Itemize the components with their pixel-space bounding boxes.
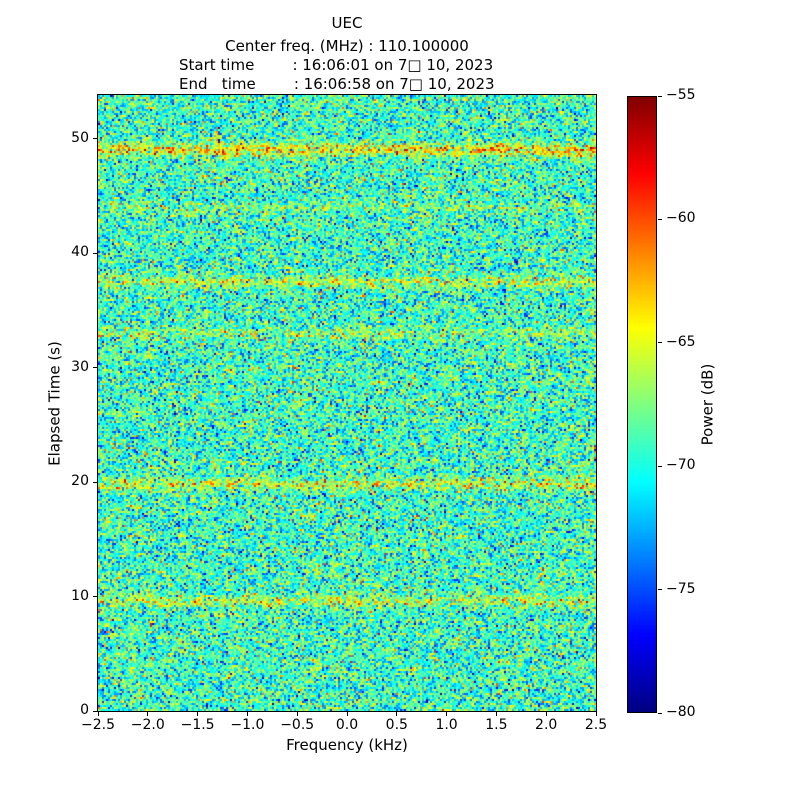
- y-tick-label: 20: [71, 473, 89, 489]
- start-time-line: Start time : 16:06:01 on 7□ 10, 2023: [179, 56, 494, 74]
- x-tick-mark: [246, 712, 248, 716]
- plot-title: UEC: [331, 14, 363, 32]
- y-tick-label: 30: [71, 358, 89, 375]
- y-tick-mark: [93, 138, 97, 139]
- colorbar-tick-label: −80: [666, 704, 696, 720]
- x-tick-mark: [197, 712, 199, 716]
- colorbar-tick-mark: [658, 712, 662, 714]
- y-tick-mark: [93, 252, 97, 254]
- spectrogram-heatmap: [98, 95, 596, 711]
- colorbar-tick-label: −55: [666, 87, 696, 103]
- x-tick-label: 0.5: [385, 717, 408, 733]
- colorbar-tick-label: −65: [666, 333, 696, 350]
- x-tick-label: 0.0: [335, 717, 359, 733]
- x-tick-label: −2.5: [81, 717, 115, 733]
- x-tick-mark: [595, 712, 597, 716]
- x-tick-label: −1.5: [180, 717, 215, 733]
- y-tick-mark: [93, 710, 97, 712]
- x-tick-label: −1.0: [230, 717, 265, 733]
- colorbar-tick-mark: [658, 589, 662, 591]
- x-tick-label: 1.0: [435, 717, 458, 733]
- y-tick-label: 50: [71, 129, 89, 146]
- x-tick-mark: [495, 712, 497, 716]
- x-tick-mark: [545, 712, 547, 716]
- y-tick-label: 0: [80, 702, 89, 718]
- colorbar-tick-label: −75: [666, 580, 696, 597]
- x-axis-label: Frequency (kHz): [286, 736, 408, 754]
- x-tick-label: 1.5: [485, 717, 508, 733]
- center-frequency-line: Center freq. (MHz) : 110.100000: [225, 37, 469, 55]
- x-tick-label: −0.5: [280, 717, 315, 733]
- y-tick-label: 40: [71, 244, 89, 260]
- x-tick-label: 2.5: [584, 717, 608, 733]
- plot-area: [98, 95, 596, 711]
- y-tick-mark: [93, 367, 97, 368]
- x-tick-mark: [147, 712, 149, 716]
- y-tick-mark: [93, 481, 97, 483]
- colorbar-tick-mark: [658, 342, 662, 344]
- y-axis-label: Elapsed Time (s): [45, 341, 64, 466]
- y-tick-mark: [93, 596, 97, 597]
- colorbar-tick-label: −60: [666, 210, 696, 227]
- y-tick-label: 10: [71, 587, 89, 604]
- x-tick-mark: [296, 712, 298, 716]
- x-tick-mark: [446, 712, 448, 716]
- colorbar-tick-label: −70: [666, 457, 696, 474]
- x-tick-label: −2.0: [130, 717, 165, 733]
- colorbar-tick-mark: [658, 218, 662, 220]
- colorbar-label: Power (dB): [698, 363, 717, 446]
- colorbar: [627, 96, 657, 713]
- x-tick-label: 2.0: [535, 717, 558, 733]
- colorbar-tick-mark: [658, 465, 662, 467]
- x-tick-mark: [346, 712, 348, 716]
- x-tick-mark: [396, 712, 398, 716]
- x-tick-mark: [97, 712, 99, 716]
- end-time-line: End time : 16:06:58 on 7□ 10, 2023: [179, 75, 495, 93]
- colorbar-tick-mark: [658, 95, 662, 97]
